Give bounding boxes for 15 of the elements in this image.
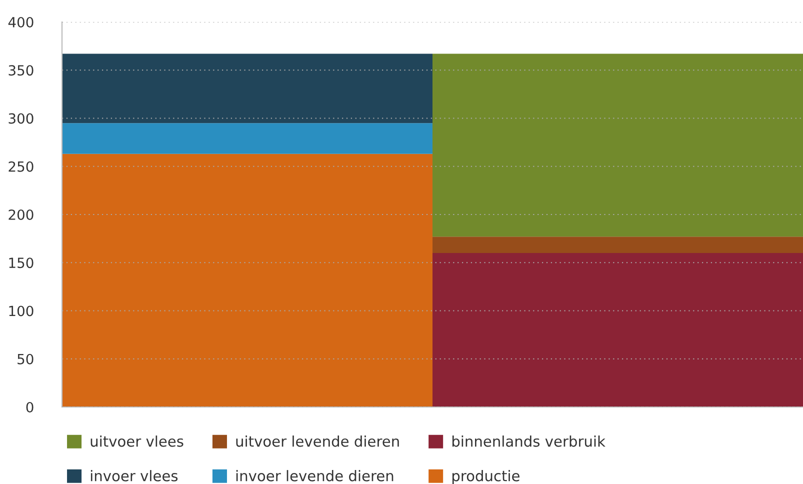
legend-label: invoer levende dieren (236, 470, 394, 482)
y-tick-label: 200 (8, 209, 34, 220)
legend-label: invoer vlees (90, 470, 178, 482)
y-tick-label: 50 (18, 354, 34, 364)
legend-label: uitvoer vlees (90, 436, 184, 447)
y-tick-label: 250 (8, 161, 34, 172)
y-tick-label: 100 (9, 306, 34, 316)
y-tick-label: 350 (8, 65, 34, 76)
y-tick-label: 0 (26, 402, 34, 412)
legend-label: uitvoer levende dieren (236, 436, 399, 447)
y-tick-label: 300 (8, 113, 34, 124)
legend-label: binnenlands verbruik (452, 436, 606, 447)
y-tick-label: 150 (9, 258, 34, 268)
y-tick-label: 400 (8, 16, 34, 28)
legend-label: productie (452, 470, 520, 484)
